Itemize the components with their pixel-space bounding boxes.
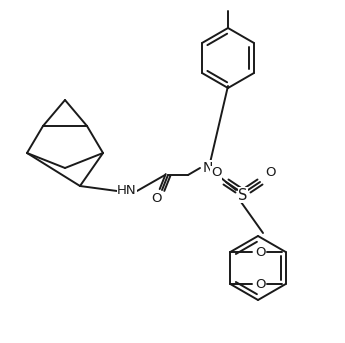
Text: S: S — [238, 188, 248, 202]
Text: O: O — [211, 166, 221, 179]
Text: O: O — [255, 277, 266, 291]
Text: O: O — [255, 246, 266, 259]
Text: O: O — [152, 192, 162, 205]
Text: HN: HN — [117, 185, 137, 198]
Text: O: O — [265, 166, 275, 179]
Text: N: N — [203, 161, 213, 175]
